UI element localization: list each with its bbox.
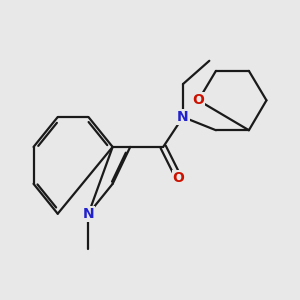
Text: N: N [177, 110, 189, 124]
Text: N: N [83, 207, 94, 221]
Text: O: O [172, 171, 184, 185]
Text: O: O [192, 93, 204, 107]
